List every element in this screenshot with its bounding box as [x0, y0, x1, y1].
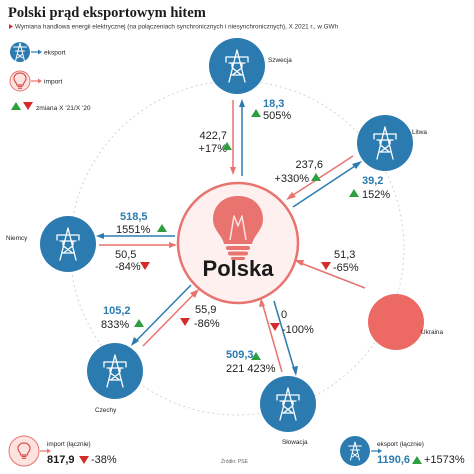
page-title: Polski prąd eksportowym hitem [8, 5, 206, 21]
country-ukraina: Ukraina 51,3 -65% [294, 249, 443, 350]
center-label: Polska [203, 256, 275, 281]
total-export: eksport (łącznie) 1190,6 +1573% [340, 436, 465, 466]
total-export-label: eksport (łącznie) [377, 441, 424, 448]
import-change: +330% [274, 173, 309, 185]
import-change: -86% [194, 318, 220, 330]
trend-down-icon [140, 262, 150, 270]
import-arrow [294, 260, 366, 289]
export-change: 221 423% [226, 363, 276, 375]
slowacja-node [260, 376, 316, 432]
legend-export-label: eksport [44, 50, 66, 57]
total-export-value: 1190,6 [377, 454, 410, 466]
export-change: 505% [263, 110, 291, 122]
export-value: 518,5 [120, 211, 148, 223]
export-value: 39,2 [362, 175, 383, 187]
legend: eksport import zmiana X '21/X '20 [9, 42, 91, 112]
trend-down-icon [79, 456, 89, 464]
import-arrow [286, 155, 354, 200]
country-litwa: Litwa 237,6 +330% 39,2 152% [274, 115, 427, 208]
country-name: Niemcy [6, 235, 28, 242]
import-value: 0 [281, 309, 287, 321]
export-value: 105,2 [103, 305, 131, 317]
export-change: 833% [101, 319, 129, 331]
trend-up-icon [251, 352, 261, 360]
niemcy-node [40, 216, 96, 272]
trend-up-icon [412, 456, 422, 464]
country-slowacja: Słowacja 0 -100% 509,3 221 423% [226, 298, 316, 446]
import-change: +17% [199, 143, 228, 155]
legend-down-icon [23, 102, 33, 110]
legend-up-icon [11, 102, 21, 110]
szwecja-node [209, 38, 265, 94]
import-arrow [99, 242, 177, 248]
source-note: Źródło: PSE [221, 458, 249, 465]
total-import-icon [8, 435, 40, 467]
total-import-label: import (łącznie) [47, 441, 91, 448]
total-export-change: +1573% [424, 454, 465, 466]
trend-up-icon [349, 189, 359, 197]
import-value: 422,7 [199, 130, 227, 142]
country-szwecja: Szwecja 18,3 505% 422,7 +17% [199, 38, 292, 176]
trend-up-icon [222, 142, 232, 150]
import-value: 237,6 [295, 159, 323, 171]
import-value: 55,9 [195, 304, 216, 316]
trend-up-icon [251, 109, 261, 117]
country-name: Litwa [412, 129, 427, 136]
subtitle-marker-icon [9, 24, 13, 29]
page-subtitle: Wymiana handlowa energii elektrycznej (n… [15, 24, 338, 31]
export-value: 509,3 [226, 349, 254, 361]
trend-down-icon [321, 262, 331, 270]
country-name: Szwecja [268, 57, 292, 64]
polska-node: Polska [176, 181, 300, 305]
total-import-change: -38% [91, 454, 117, 466]
trend-up-icon [157, 224, 167, 232]
import-change: -84% [115, 261, 141, 273]
bulb-icon [213, 196, 263, 260]
ukraina-node [368, 294, 424, 350]
total-import: import (łącznie) 817,9 -38% [8, 435, 117, 467]
import-value: 50,5 [115, 249, 136, 261]
czechy-node [87, 343, 143, 399]
export-arrow [96, 233, 175, 239]
country-name: Ukraina [421, 329, 443, 336]
legend-change-label: zmiana X '21/X '20 [36, 105, 91, 112]
trend-down-icon [180, 318, 190, 326]
litwa-node [357, 115, 413, 171]
export-arrow [273, 300, 298, 376]
total-import-value: 817,9 [47, 454, 75, 466]
trend-up-icon [134, 319, 144, 327]
country-niemcy: Niemcy 518,5 1551% 50,5 -84% [6, 211, 177, 273]
import-value: 51,3 [334, 249, 355, 261]
export-change: 1551% [116, 224, 150, 236]
total-export-icon [340, 436, 370, 466]
import-change: -100% [282, 324, 314, 336]
country-name: Czechy [95, 407, 117, 414]
export-change: 152% [362, 189, 390, 201]
legend-import-label: import [44, 79, 62, 86]
trend-down-icon [270, 323, 280, 331]
trend-up-icon [311, 173, 321, 181]
export-arrow [292, 161, 362, 208]
export-value: 18,3 [263, 98, 284, 110]
import-change: -65% [333, 262, 359, 274]
country-czechy: Czechy 105,2 833% 55,9 -86% [87, 284, 220, 414]
export-arrow [239, 99, 245, 176]
import-arrow [259, 298, 283, 373]
export-arrow [131, 284, 192, 346]
country-name: Słowacja [282, 439, 308, 446]
import-arrow [230, 100, 236, 175]
import-arrow [142, 289, 199, 347]
